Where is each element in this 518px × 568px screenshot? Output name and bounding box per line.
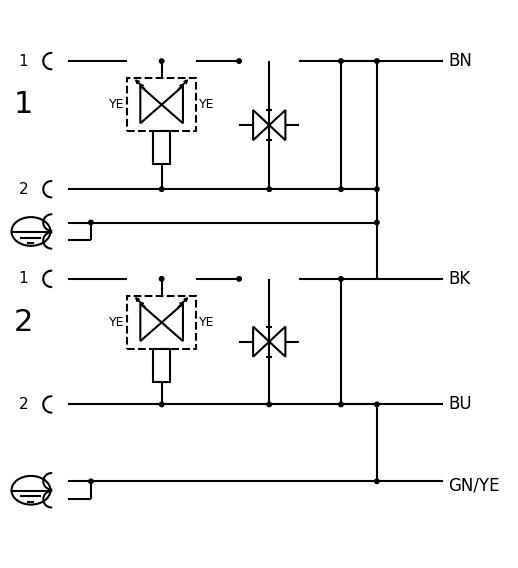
Bar: [153, 131, 170, 164]
Text: YE: YE: [109, 316, 124, 329]
Text: 2: 2: [19, 182, 28, 197]
Circle shape: [160, 59, 164, 63]
Circle shape: [339, 402, 343, 407]
Circle shape: [339, 187, 343, 191]
Circle shape: [160, 402, 164, 407]
Bar: [127, 78, 196, 131]
Circle shape: [89, 479, 93, 483]
Circle shape: [375, 59, 379, 63]
Bar: [127, 296, 196, 349]
Text: GN/YE: GN/YE: [449, 477, 500, 494]
Circle shape: [339, 277, 343, 281]
Text: 1: 1: [13, 90, 33, 119]
Text: 1: 1: [19, 272, 28, 286]
Text: BK: BK: [449, 270, 471, 288]
Circle shape: [237, 59, 241, 63]
Circle shape: [267, 402, 271, 407]
Circle shape: [375, 220, 379, 225]
Text: YE: YE: [199, 98, 214, 111]
Circle shape: [375, 187, 379, 191]
Circle shape: [267, 187, 271, 191]
Text: 2: 2: [13, 308, 33, 337]
Text: BN: BN: [449, 52, 472, 70]
Text: BU: BU: [449, 395, 472, 414]
Circle shape: [375, 402, 379, 407]
Circle shape: [339, 59, 343, 63]
Circle shape: [375, 479, 379, 483]
Bar: [153, 349, 170, 382]
Circle shape: [89, 220, 93, 225]
Circle shape: [160, 277, 164, 281]
Circle shape: [160, 187, 164, 191]
Text: YE: YE: [109, 98, 124, 111]
Text: 1: 1: [19, 53, 28, 69]
Text: 2: 2: [19, 397, 28, 412]
Text: YE: YE: [199, 316, 214, 329]
Circle shape: [237, 277, 241, 281]
